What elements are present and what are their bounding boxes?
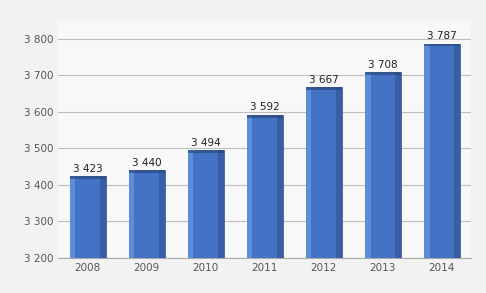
Bar [365, 72, 400, 75]
Text: 3 787: 3 787 [427, 31, 457, 41]
Bar [129, 170, 165, 173]
Text: 3 423: 3 423 [73, 164, 103, 174]
Bar [188, 151, 193, 258]
Text: 3 494: 3 494 [191, 138, 221, 148]
Bar [70, 176, 105, 179]
Text: 3 592: 3 592 [250, 102, 280, 112]
Bar [306, 87, 342, 258]
Bar [247, 115, 253, 258]
Text: 3 708: 3 708 [368, 60, 398, 70]
Bar [454, 44, 460, 258]
Bar [70, 176, 105, 258]
Bar [100, 176, 105, 258]
Bar [247, 115, 282, 117]
Bar [306, 87, 312, 258]
Bar [129, 170, 135, 258]
Bar [424, 44, 460, 258]
Text: 3 667: 3 667 [309, 75, 339, 85]
Bar [188, 151, 224, 154]
Bar [188, 151, 224, 258]
Bar [424, 44, 460, 46]
Bar [395, 72, 400, 258]
Text: 3 440: 3 440 [132, 158, 162, 168]
Bar [424, 44, 430, 258]
Bar [277, 115, 282, 258]
Bar [306, 87, 342, 90]
Bar [70, 176, 75, 258]
Bar [218, 151, 224, 258]
Bar [159, 170, 165, 258]
Bar [336, 87, 342, 258]
Bar [129, 170, 165, 258]
Bar [365, 72, 370, 258]
Bar [365, 72, 400, 258]
Bar [247, 115, 282, 258]
